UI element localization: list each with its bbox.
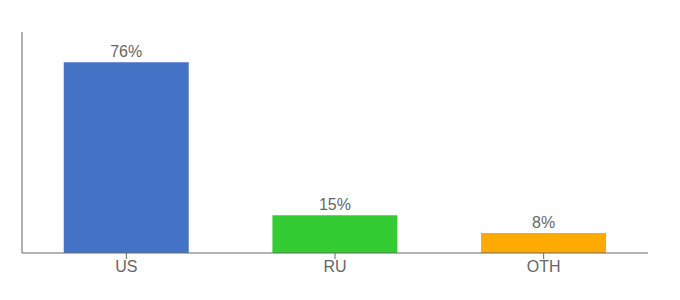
- svg-text:RU: RU: [323, 258, 346, 275]
- svg-text:8%: 8%: [532, 214, 555, 231]
- svg-text:OTH: OTH: [527, 258, 561, 275]
- svg-text:76%: 76%: [110, 43, 142, 60]
- svg-text:15%: 15%: [319, 196, 351, 213]
- svg-text:US: US: [115, 258, 137, 275]
